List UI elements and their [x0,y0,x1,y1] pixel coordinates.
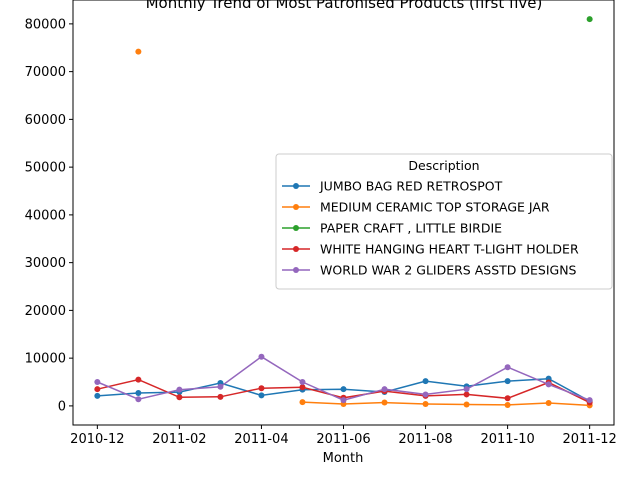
data-point [299,379,306,386]
legend-item: JUMBO BAG RED RETROSPOT [282,179,503,194]
legend-label: WORLD WAR 2 GLIDERS ASSTD DESIGNS [320,263,577,278]
data-point [545,381,552,388]
x-tick-label: 2011-06 [316,432,370,447]
plot-area: 0 10000 20000 30000 40000 50000 60000 70000 8000… [25,0,617,447]
data-point [135,376,142,383]
data-point [545,400,552,407]
data-point [463,401,470,408]
data-point [135,390,142,397]
x-tick-label: 2010-12 [70,432,124,447]
legend-swatch-marker [293,204,299,210]
data-point [94,379,101,386]
data-point [340,386,347,393]
data-point [258,385,265,392]
data-point [586,397,593,404]
data-point [422,400,429,407]
x-tick-label: 2011-10 [480,432,534,447]
y-tick-label: 0 [58,399,66,414]
data-point [135,396,142,403]
legend-swatch-marker [293,267,299,273]
data-point [258,353,265,360]
series-line [302,401,590,407]
data-point [176,386,183,393]
data-point [135,48,142,55]
data-point [422,378,429,385]
legend-title: Description [408,158,479,173]
data-point [217,393,224,400]
legend-swatch-marker [293,225,299,231]
x-axis-title: Month [323,451,364,466]
legend-label: JUMBO BAG RED RETROSPOT [319,179,503,194]
data-point [340,397,347,404]
legend-item: MEDIUM CERAMIC TOP STORAGE JAR [282,200,550,215]
y-tick-label: 30000 [25,256,66,271]
y-tick-label: 70000 [25,65,66,80]
y-tick-label: 50000 [25,161,66,176]
series-5 [94,353,593,404]
data-point [463,391,470,398]
data-point [504,395,511,402]
data-point [422,391,429,398]
legend-swatch-marker [293,246,299,252]
legend: Description JUMBO BAG RED RETROSPOT MEDIUM… [275,153,613,290]
y-tick-label: 60000 [25,113,66,128]
legend-label: MEDIUM CERAMIC TOP STORAGE JAR [320,200,550,215]
legend-box [275,153,613,290]
data-point [258,392,265,399]
data-point [381,386,388,393]
legend-label: WHITE HANGING HEART T-LIGHT HOLDER [320,242,579,257]
chart-title: Monthly Trend of Most Patronised Product… [146,0,543,12]
legend-label: PAPER CRAFT , LITTLE BIRDIE [320,221,502,236]
data-point [381,399,388,406]
data-point [176,394,183,401]
x-tick-label: 2011-12 [562,432,616,447]
data-point [217,383,224,390]
data-point [299,384,306,391]
data-point [586,16,593,23]
data-point [504,378,511,385]
data-point [94,386,101,393]
series-3 [586,16,593,23]
legend-item: WHITE HANGING HEART T-LIGHT HOLDER [282,242,579,257]
data-point [463,386,470,393]
data-point [94,392,101,399]
x-tick-label: 2011-02 [152,432,206,447]
y-tick-label: 20000 [25,304,66,319]
legend-item: WORLD WAR 2 GLIDERS ASSTD DESIGNS [282,263,577,278]
x-tick-label: 2011-04 [234,432,288,447]
y-tick-label: 40000 [25,208,66,223]
data-point [504,401,511,408]
data-point [299,399,306,406]
legend-item: PAPER CRAFT , LITTLE BIRDIE [282,221,502,236]
y-tick-label: 80000 [25,17,66,32]
y-tick-label: 10000 [25,352,66,367]
legend-swatch-marker [293,183,299,189]
data-point [504,364,511,371]
x-tick-label: 2011-08 [398,432,452,447]
